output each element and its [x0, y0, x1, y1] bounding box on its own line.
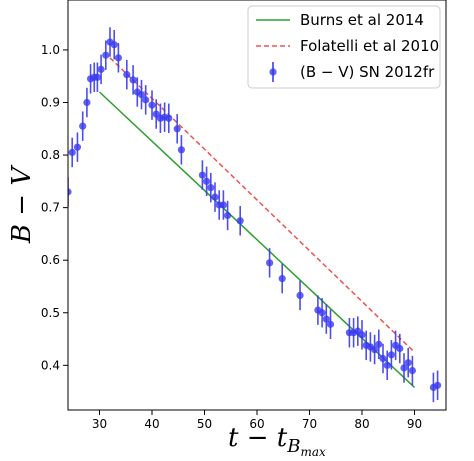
data-point — [114, 54, 122, 62]
folatelli-model-line — [109, 57, 416, 353]
x-tick-label: 70 — [302, 417, 317, 431]
x-tick-label: 60 — [249, 417, 264, 431]
x-tick-label: 30 — [92, 417, 107, 431]
data-point — [211, 193, 219, 201]
y-tick-label: 0.7 — [41, 201, 60, 215]
data-point — [97, 65, 105, 73]
data-point — [68, 148, 76, 157]
y-tick-label: 0.8 — [41, 148, 60, 162]
data-point — [400, 364, 408, 372]
x-axis-label: t − tBmax — [228, 423, 326, 459]
legend-entry-sn2012fr: (B − V) SN 2012fr — [269, 62, 435, 82]
data-point — [404, 359, 412, 367]
data-point — [434, 381, 442, 389]
data-point — [148, 101, 156, 109]
data-point — [219, 201, 227, 209]
data-point — [73, 143, 82, 151]
data-point — [177, 146, 185, 154]
data-point — [203, 177, 211, 185]
data-point — [278, 274, 286, 283]
x-axis-label-main: t − t — [228, 423, 288, 453]
legend-label-burns: Burns et al 2014 — [300, 11, 424, 29]
data-point — [137, 91, 146, 99]
x-axis-ticks: 30 40 50 60 70 80 90 — [92, 410, 422, 431]
y-tick-label: 0.4 — [41, 358, 60, 372]
legend-label-folatelli: Folatelli et al 2010 — [300, 37, 439, 55]
data-point — [322, 315, 330, 323]
data-point — [142, 96, 150, 104]
data-point — [318, 309, 326, 317]
data-point — [93, 73, 101, 81]
y-tick-label: 0.6 — [41, 253, 60, 267]
data-point — [165, 114, 173, 122]
data-point — [371, 345, 379, 354]
data-point — [408, 366, 416, 375]
data-point — [110, 41, 118, 49]
y-tick-label: 1.0 — [41, 43, 60, 57]
data-point — [198, 171, 206, 179]
y-axis-label: B − V — [7, 165, 37, 244]
data-point — [379, 354, 387, 363]
data-point — [375, 340, 383, 348]
data-point — [396, 344, 404, 353]
x-axis-label-subsub: max — [300, 445, 326, 459]
y-axis-ticks: 0.4 0.5 0.6 0.7 0.8 0.9 1.0 — [41, 43, 68, 372]
data-point — [326, 320, 335, 328]
legend-entry-burns: Burns et al 2014 — [256, 11, 424, 29]
data-point — [129, 76, 137, 84]
x-tick-label: 90 — [407, 417, 422, 431]
legend-label-sn2012fr: (B − V) SN 2012fr — [300, 63, 435, 81]
legend-box — [247, 5, 441, 89]
data-point — [387, 351, 395, 359]
data-point — [173, 125, 181, 133]
model-lines — [98, 57, 416, 388]
legend-entry-folatelli: Folatelli et al 2010 — [256, 37, 439, 55]
x-tick-label: 40 — [144, 417, 159, 431]
plot-area — [68, 27, 442, 403]
data-point — [296, 291, 304, 300]
data-point — [68, 188, 72, 196]
data-point — [224, 211, 232, 220]
y-tick-label: 0.5 — [41, 306, 60, 320]
y-tick-label: 0.9 — [41, 96, 60, 110]
legend-swatch-marker — [269, 68, 277, 76]
x-tick-label: 80 — [354, 417, 369, 431]
legend: Burns et al 2014 Folatelli et al 2010 (B… — [247, 5, 441, 89]
data-point — [123, 71, 131, 79]
data-point — [79, 122, 87, 130]
data-point — [83, 98, 91, 107]
data-points — [68, 27, 442, 403]
data-point — [358, 331, 366, 339]
data-point — [102, 51, 110, 59]
x-axis-label-sub: B — [286, 436, 300, 457]
data-point — [383, 361, 391, 369]
data-point — [207, 184, 215, 192]
data-point — [236, 217, 244, 225]
data-point — [266, 259, 274, 267]
x-tick-label: 50 — [197, 417, 212, 431]
